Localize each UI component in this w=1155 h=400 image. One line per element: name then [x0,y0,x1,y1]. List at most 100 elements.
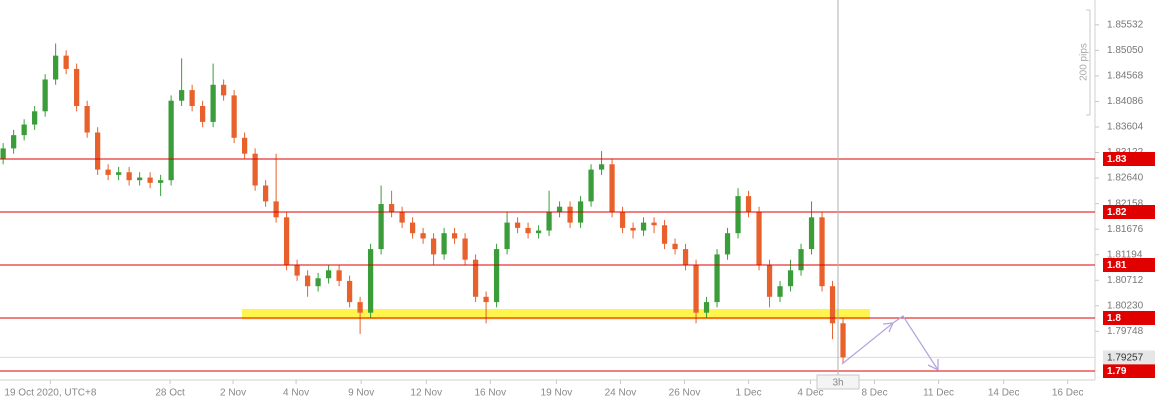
candle-body [651,222,657,226]
candle-body [829,286,836,324]
candle-body [661,225,668,244]
candle-body [210,84,216,122]
x-tick-label: 4 Dec [797,388,823,399]
x-tick-label: 1 Dec [735,388,761,399]
candle-body [462,238,468,260]
price-axis: 1.85532 1.85050 1.84568 1.84086 1.83604 1.83 1… [4,19,1155,399]
candle-body [808,217,815,250]
candle-body [409,222,416,234]
candle-body [95,132,101,170]
candle-body [262,185,269,202]
candle-body [137,177,143,181]
x-tick-label: 2 Nov [220,388,246,399]
candle-body [357,302,363,313]
candle-body [630,227,636,231]
candle-body [336,270,342,281]
candle-body [11,135,17,149]
candle-body [241,137,248,154]
timeframe-box [816,374,860,390]
candle-body [819,217,825,287]
level-label-box [1103,204,1155,219]
candle-body [199,105,206,122]
candle-body [367,249,374,313]
candle-body [588,169,594,202]
candle-body [168,100,174,181]
y-tick-label: 1.82158 [1107,198,1144,209]
x-tick-label: 12 Nov [410,388,442,399]
scale-bar: 200 pips [1079,9,1091,116]
candle-body [724,233,731,255]
candle-body [388,204,395,212]
candle-body [84,105,90,133]
y-tick-label: 1.82640 [1107,173,1144,184]
x-tick-label: 26 Nov [669,388,701,399]
candle-body [493,249,500,303]
candle-body [693,264,699,313]
candle-body [53,55,59,80]
x-tick-label: 24 Nov [605,388,637,399]
y-tick-label: 1.85050 [1107,45,1144,56]
current-price-label: 1.79257 [1107,353,1144,364]
x-tick-label: 4 Nov [283,388,309,399]
y-tick-label: 1.84086 [1107,96,1144,107]
level-label: 1.81 [1107,260,1127,271]
candle-body [283,217,290,265]
y-tick-label: 1.79748 [1107,326,1144,337]
candle-body [325,270,332,279]
y-tick-label: 1.80230 [1107,300,1144,311]
candle-body [346,280,353,303]
x-tick-label: 11 Dec [923,388,954,399]
candle-body [420,233,426,239]
candle-body [451,233,458,239]
candle-body [514,222,521,228]
candle-body [504,222,510,250]
candle-body [787,270,794,287]
candle-body [189,90,195,106]
y-tick-label: 1.83604 [1107,122,1144,133]
candle-body [703,302,710,313]
y-tick-label: 1.85532 [1107,19,1144,30]
candle-body [126,172,132,181]
candle-body [252,153,258,186]
candle-body [472,259,479,297]
candle-body [315,278,321,287]
scale-label: 200 pips [1079,43,1090,81]
candle-body [735,196,741,234]
y-tick-label: 1.84568 [1107,71,1144,82]
candle-body [777,286,783,297]
candle-body [32,111,38,125]
candle-body [158,180,164,183]
level-label-box [1103,363,1155,378]
level-label-box [1103,257,1155,272]
projection-path [841,315,939,371]
candle-body [546,211,552,231]
candle-body [556,206,563,212]
candle-body [441,233,447,255]
candle-body [525,227,531,234]
candle-body [682,249,689,265]
arrow-head [882,322,895,333]
candle-body [294,264,300,276]
candle-body [598,164,605,170]
candle-body [430,238,437,255]
level-label-box [1103,151,1155,166]
candle-body [74,68,80,106]
candle-body [105,169,111,175]
y-tick-label: 1.81676 [1107,224,1144,235]
candle-body [483,296,489,303]
candle-body [179,90,185,101]
candle-body [147,177,153,183]
under-layer [0,308,1095,358]
candle-body [840,323,846,358]
candle-body [640,222,647,231]
arrow-head [927,359,939,372]
candle-body [0,148,6,159]
candles [0,43,846,364]
x-tick-label: 8 Dec [861,388,887,399]
x-tick-label: 14 Dec [988,388,1020,399]
y-tick-label: 1.81194 [1107,249,1143,260]
current-price-box [1103,350,1155,365]
support-zone [242,308,870,320]
